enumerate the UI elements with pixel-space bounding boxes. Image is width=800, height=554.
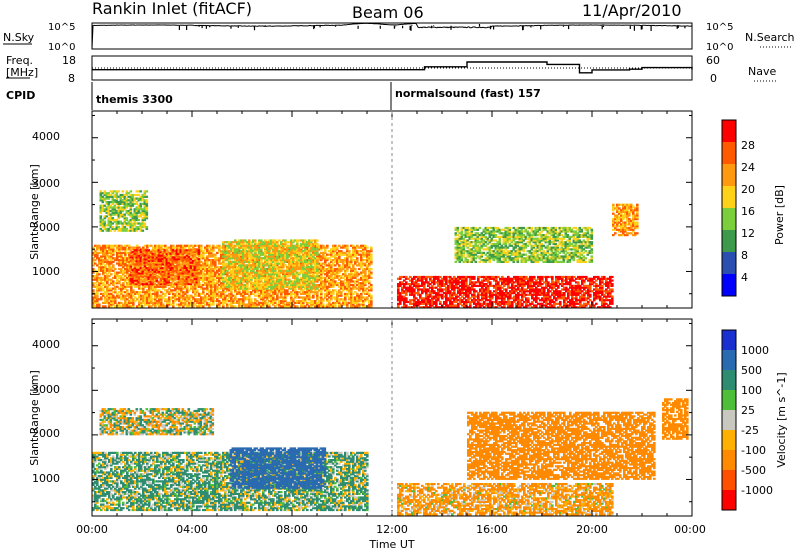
- power-cell: [370, 277, 373, 279]
- beam-label: Beam 06: [352, 3, 424, 22]
- power-cell: [356, 257, 359, 259]
- power-cell: [112, 264, 115, 266]
- freq-tick-bottom: 8: [68, 72, 75, 85]
- power-cell: [166, 249, 169, 251]
- power-cell: [144, 222, 147, 224]
- nsky-tick-bottom: 10^0: [48, 42, 75, 53]
- power-cell: [238, 257, 241, 259]
- power-cell: [370, 247, 373, 249]
- power-cell: [146, 190, 149, 192]
- power-cell: [100, 215, 103, 217]
- power-cell: [170, 283, 173, 285]
- power-cell: [326, 245, 329, 247]
- date-label: 11/Apr/2010: [582, 1, 682, 20]
- nave-label: Nave: [748, 65, 776, 78]
- power-cell: [262, 247, 265, 249]
- nsearch-tick-top: 10^5: [706, 22, 733, 33]
- power-cell: [194, 255, 197, 257]
- power-cell: [196, 289, 199, 291]
- power-cell: [368, 280, 371, 282]
- power-cell: [186, 286, 189, 288]
- power-cell: [146, 283, 149, 285]
- power-cell: [366, 247, 369, 249]
- radar-summary-plot: Rankin Inlet (fitACF) Beam 06 11/Apr/201…: [0, 0, 800, 554]
- power-cell: [140, 190, 143, 192]
- power-cell: [198, 249, 201, 251]
- freq-tick-top: 18: [62, 54, 76, 67]
- power-cell: [98, 273, 101, 275]
- power-cell: [346, 245, 349, 247]
- power-cell: [138, 219, 141, 221]
- power-cell: [198, 272, 201, 274]
- power-cell: [200, 245, 203, 247]
- power-cell: [154, 283, 157, 285]
- power-cell: [370, 272, 373, 274]
- power-cell: [234, 305, 237, 307]
- power-cell: [146, 196, 149, 198]
- power-panel: [92, 111, 692, 308]
- nsky-label: N.Sky: [3, 31, 35, 44]
- power-cell: [296, 305, 299, 307]
- nsky-tick-top: 10^5: [48, 22, 75, 33]
- power-cell: [370, 254, 373, 256]
- power-cell: [142, 230, 145, 232]
- power-cell: [222, 259, 225, 261]
- freq-panel: [92, 56, 692, 80]
- power-cell: [110, 273, 113, 275]
- power-cell: [198, 258, 201, 260]
- power-cell: [104, 221, 107, 223]
- nave-tick-bottom: 0: [710, 72, 717, 85]
- power-cell: [250, 298, 253, 300]
- power-data: [92, 190, 639, 308]
- power-cell: [118, 190, 121, 192]
- power-cell: [370, 268, 373, 270]
- cpid-segment-1: themis 3300: [96, 93, 173, 106]
- nsearch-label: N.Search: [745, 31, 795, 44]
- freq-series: [92, 62, 692, 73]
- power-cell: [104, 305, 107, 307]
- power-cell: [370, 295, 373, 297]
- power-cell: [348, 250, 351, 252]
- power-cell: [254, 239, 257, 241]
- power-cell: [130, 190, 133, 192]
- cpid-segment-2: normalsound (fast) 157: [395, 87, 541, 100]
- nsky-panel: [92, 23, 692, 49]
- power-cell: [154, 251, 157, 253]
- power-cell: [114, 268, 117, 270]
- power-cell: [146, 226, 149, 228]
- nave-tick-top: 60: [706, 54, 720, 67]
- power-cell: [172, 249, 175, 251]
- power-cell: [198, 278, 201, 280]
- cpid-label: CPID: [6, 89, 35, 102]
- power-cell: [198, 263, 201, 265]
- power-cell: [146, 199, 149, 201]
- plot-title: Rankin Inlet (fitACF): [92, 0, 252, 18]
- power-cell: [354, 268, 357, 270]
- power-cell: [98, 304, 101, 306]
- power-cell: [370, 284, 373, 286]
- power-cell: [122, 190, 125, 192]
- power-cell: [126, 289, 129, 291]
- power-cell: [172, 274, 175, 276]
- power-cell: [126, 217, 129, 219]
- freq-unit-label: [MHz]: [6, 66, 38, 79]
- nsearch-tick-bottom: 10^0: [706, 42, 733, 53]
